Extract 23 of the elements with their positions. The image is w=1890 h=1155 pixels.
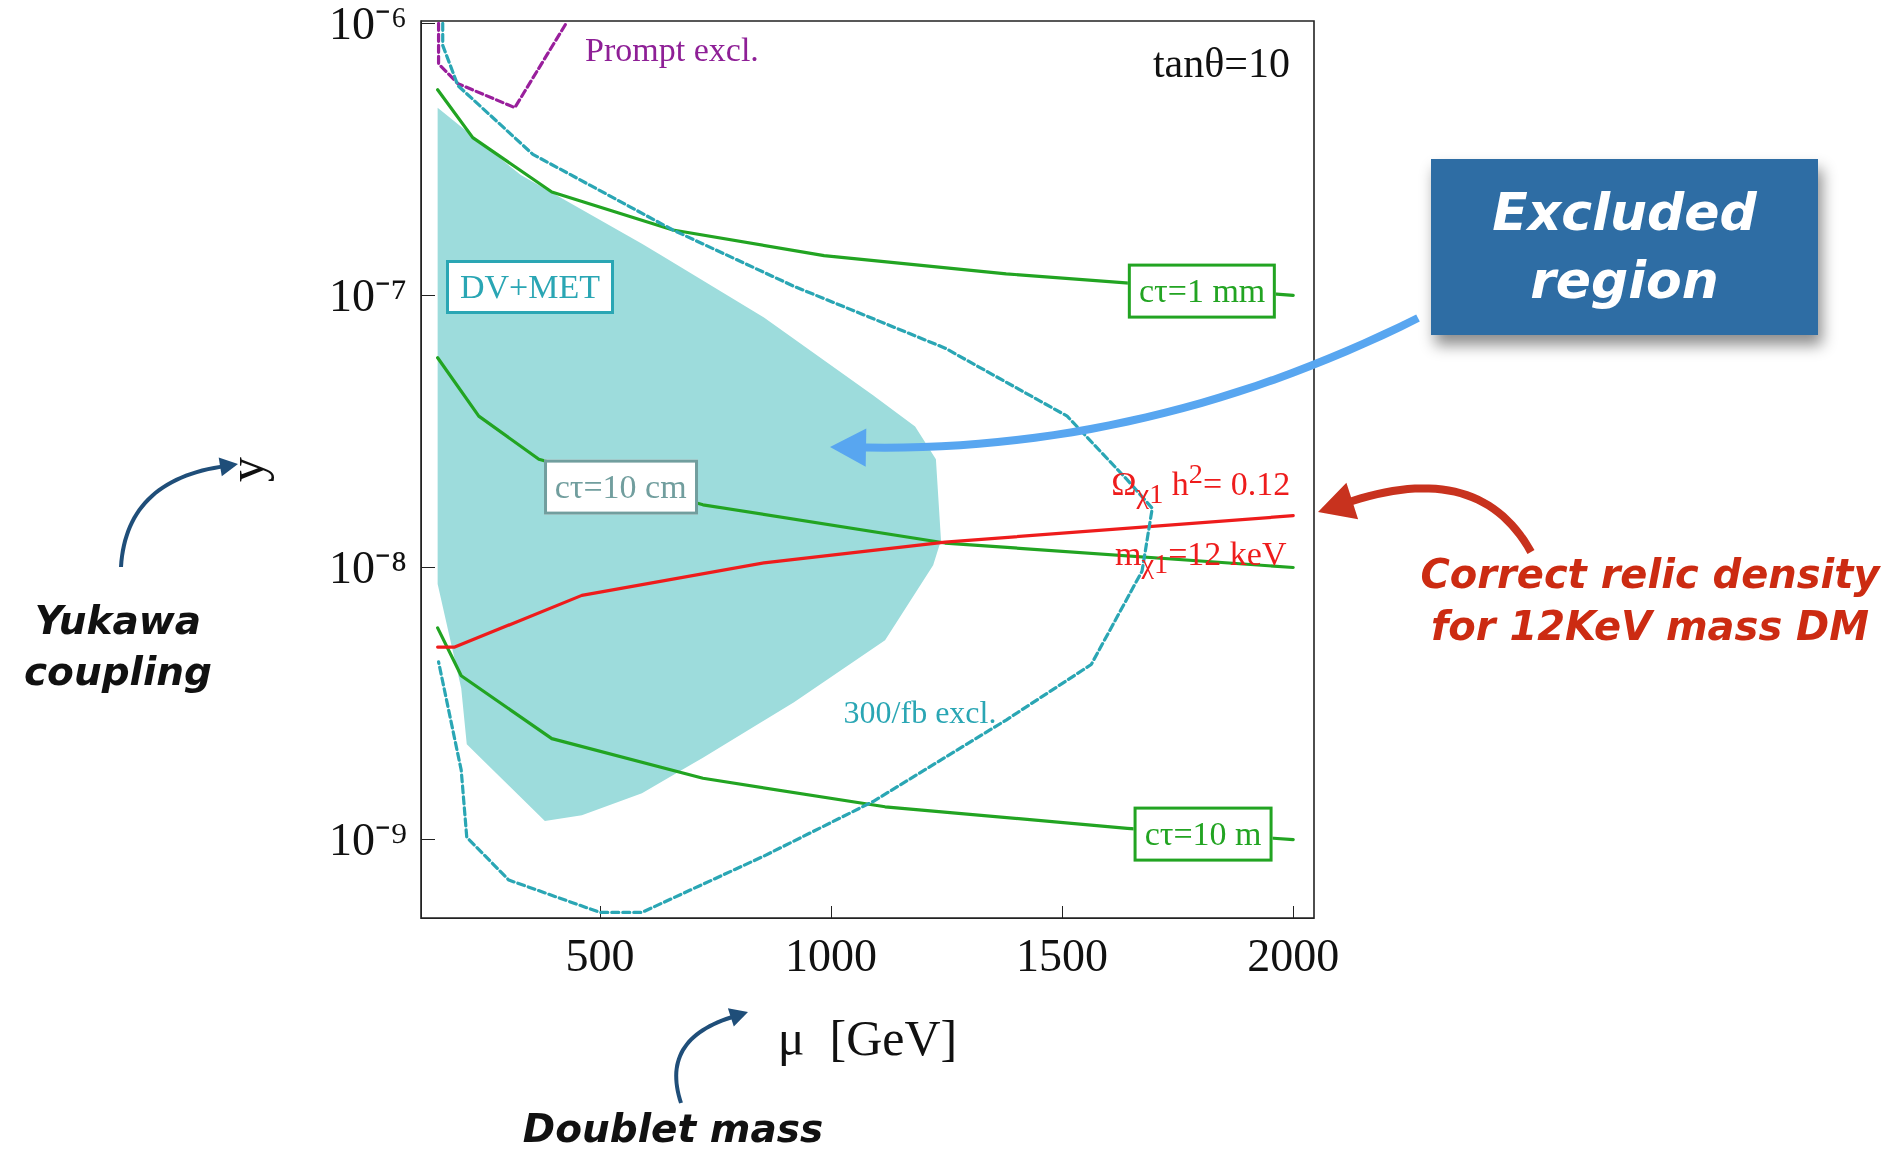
y-tick-label: 10⁻⁸ bbox=[328, 542, 407, 594]
x-tick-label: 500 bbox=[565, 929, 635, 981]
annotation: cτ=10 cm bbox=[554, 467, 687, 505]
text: Excluded region bbox=[1491, 181, 1758, 312]
annotation: cτ=10 m bbox=[1144, 814, 1262, 852]
y-tick-label: 10⁻⁶ bbox=[328, 0, 407, 49]
text: Yukawa coupling bbox=[23, 597, 213, 696]
y-tick-label: 10⁻⁷ bbox=[328, 269, 407, 321]
annotation: Prompt excl. bbox=[585, 30, 759, 70]
text: Correct relic density for 12KeV mass DM bbox=[1419, 550, 1882, 651]
annotation: DV+MET bbox=[459, 266, 601, 307]
line-series bbox=[436, 21, 568, 110]
y-axis-title: y bbox=[218, 457, 274, 482]
x-tick-label: 2000 bbox=[1247, 929, 1340, 981]
x-tick-label: 1500 bbox=[1016, 929, 1109, 981]
annotation: 300/fb excl. bbox=[843, 693, 997, 732]
annotation: cτ=1 mm bbox=[1138, 271, 1266, 309]
x-tick-label: 1000 bbox=[784, 929, 877, 981]
annotation: tanθ=10 bbox=[1152, 39, 1290, 88]
x-axis-title: μ [GeV] bbox=[777, 1010, 958, 1066]
text: Doublet mass bbox=[522, 1105, 824, 1153]
line-series bbox=[436, 514, 1295, 649]
y-tick-label: 10⁻⁹ bbox=[328, 814, 407, 866]
